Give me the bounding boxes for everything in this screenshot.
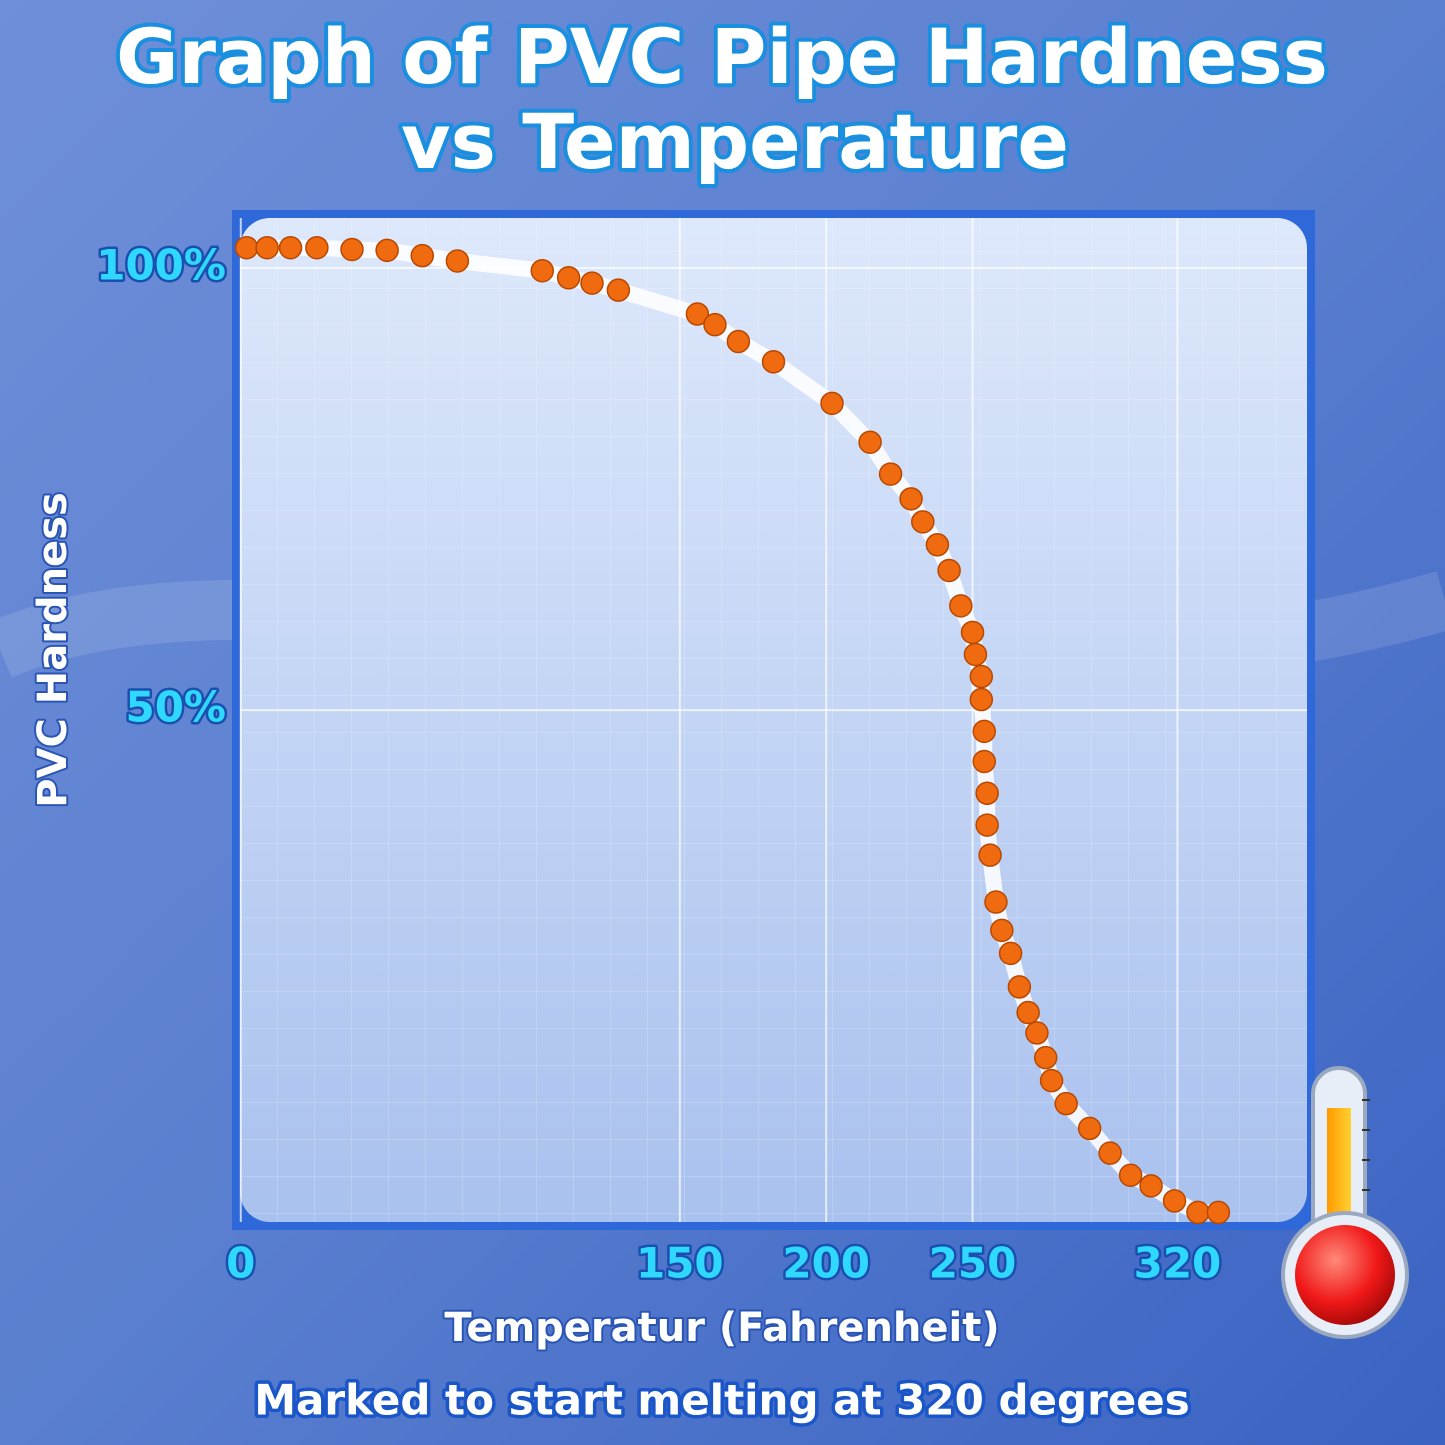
data-point	[305, 235, 329, 260]
data-point	[445, 249, 470, 273]
y-tick-label: 50%	[125, 683, 226, 732]
data-point	[278, 235, 303, 260]
data-point	[1139, 1174, 1163, 1198]
marks	[234, 235, 1231, 1225]
data-point	[1186, 1200, 1210, 1225]
grid	[239, 218, 1307, 1222]
chart-title: Graph of PVC Pipe Hardness	[116, 12, 1328, 101]
data-point	[978, 843, 1002, 867]
data-point	[984, 890, 1008, 914]
data-point	[1054, 1091, 1078, 1116]
data-point	[234, 235, 259, 260]
data-point	[969, 664, 994, 689]
data-point	[1039, 1068, 1064, 1093]
data-point	[972, 749, 996, 774]
data-point	[1077, 1116, 1102, 1141]
x-tick-label: 0	[226, 1239, 255, 1288]
data-point	[975, 813, 999, 837]
data-point	[998, 941, 1023, 966]
data-point	[761, 350, 786, 374]
data-point	[410, 243, 435, 268]
data-point	[925, 533, 950, 557]
data-point	[911, 510, 935, 534]
data-point	[899, 487, 923, 511]
data-point	[726, 329, 751, 354]
data-point	[1025, 1021, 1049, 1045]
data-point	[703, 312, 727, 337]
data-point	[340, 237, 364, 262]
x-tick-label: 250	[929, 1239, 1017, 1288]
data-point	[685, 302, 710, 326]
data-point	[972, 719, 996, 744]
x-tick-label: 150	[636, 1239, 724, 1288]
minor-grid	[240, 218, 1307, 1222]
data-point	[963, 642, 988, 667]
x-tick-label: 200	[782, 1239, 870, 1288]
data-point	[1162, 1189, 1187, 1213]
x-tick-label: 320	[1134, 1239, 1222, 1288]
y-tick-label: 100%	[96, 241, 226, 290]
data-point	[937, 558, 961, 583]
y-axis-label: PVC Hardness	[30, 492, 76, 808]
data-point	[255, 235, 279, 260]
x-axis-label: Temperatur (Fahrenheit)	[444, 1305, 999, 1351]
data-point	[1033, 1045, 1058, 1070]
data-point	[975, 781, 999, 806]
data-point	[1098, 1141, 1122, 1165]
data-point	[1118, 1163, 1143, 1188]
data-point	[878, 462, 903, 486]
data-point	[580, 271, 604, 295]
data-point	[990, 918, 1014, 943]
data-point	[969, 687, 994, 712]
data-point	[606, 278, 631, 302]
data-point	[1007, 975, 1032, 999]
data-point	[530, 258, 555, 283]
thermometer	[1281, 1066, 1409, 1339]
data-point	[1016, 1000, 1040, 1025]
data-point	[820, 391, 844, 416]
data-point	[960, 620, 985, 645]
data-point	[1206, 1200, 1231, 1225]
data-point	[949, 594, 973, 618]
data-point	[556, 266, 581, 290]
data-point	[375, 238, 399, 263]
annotation: Marked to start melting at 320 degrees	[254, 1376, 1190, 1425]
data-point	[858, 430, 882, 454]
chart-title: vs Temperature	[401, 97, 1069, 186]
